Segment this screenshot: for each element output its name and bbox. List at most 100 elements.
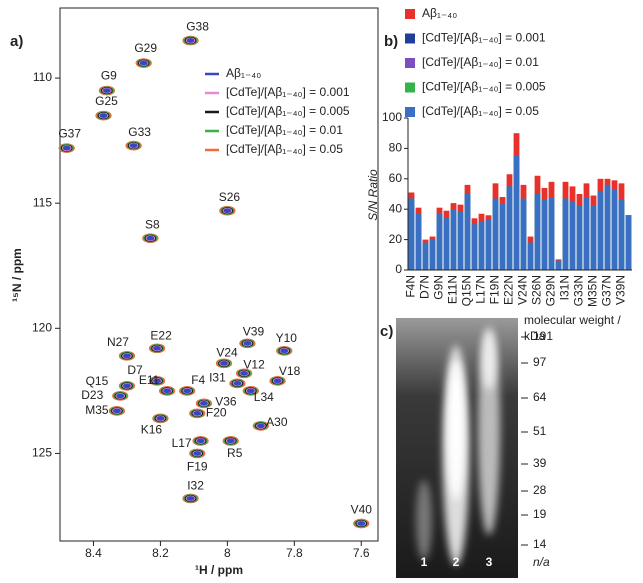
gel-smear [482,330,496,390]
peak-label: L34 [254,390,274,404]
panel-label: c) [380,323,393,340]
peak-contour [353,518,370,529]
x-tick-label: G33N [572,275,586,306]
legend-label: [CdTe]/[Aβ₁₋₄₀] = 0.001 [226,85,350,99]
legend-label: [CdTe]/[Aβ₁₋₄₀] = 0.05 [226,142,343,156]
legend-label: [CdTe]/[Aβ₁₋₄₀] = 0.01 [226,123,343,137]
gel-smear [416,480,432,560]
peak-contour [233,381,242,386]
bar [464,194,471,270]
bar [485,219,492,270]
peak-label: Y10 [276,331,298,345]
y-tick-label: 80 [389,141,403,155]
legend-label: [CdTe]/[Aβ₁₋₄₀] = 0.001 [422,31,546,45]
legend-swatch [405,107,415,117]
peak-contour [123,353,131,359]
peak-contour [220,360,228,366]
peak-contour [103,88,111,93]
y-tick-label: 110 [33,70,52,84]
x-tick-label: F19N [488,275,502,304]
peak-label: V39 [243,324,265,338]
bar [618,200,625,270]
x-tick-label: M35N [586,275,600,307]
peak-label: F19 [187,460,208,474]
peak-label: D7 [127,363,143,377]
peak-label: G33 [128,125,151,139]
x-tick-label: G29N [544,275,558,306]
peak-contour [196,438,205,444]
y-tick-label: 40 [389,201,403,215]
x-tick-label: Q15N [460,275,474,306]
y-tick-label: 100 [382,110,402,124]
mw-label: 39 [533,456,547,470]
peak-label: G29 [134,41,157,55]
y-tick-label: 60 [389,171,403,185]
peak-contour [156,416,165,421]
peak-label: Q15 [86,374,109,388]
bar [450,209,457,270]
peak-contour [223,208,232,214]
peak-contour [200,401,208,406]
x-tick-label: 8 [224,546,231,560]
gel-image [396,318,518,578]
y-axis-label: S/N Ratio [366,169,380,221]
peak-contour [276,345,293,356]
peak-contour [163,388,171,394]
bar [562,198,569,270]
peak-contour [148,375,166,386]
y-tick-label: 115 [33,195,52,209]
legend-label: [CdTe]/[Aβ₁₋₄₀] = 0.05 [422,104,539,118]
mw-label: 64 [533,390,547,404]
peak-contour [357,521,366,526]
x-axis-label: ¹H / ppm [195,563,243,577]
peak-contour [195,398,213,409]
peak-label: E22 [150,328,172,342]
bar [604,184,611,270]
peak-contour [98,85,116,96]
bar [583,197,590,270]
x-tick-label: V39N [614,275,628,305]
peak-contour [229,378,246,389]
bar [408,198,415,270]
peak-contour [129,143,138,148]
mw-label: 19 [533,507,547,521]
bar [555,260,562,270]
peak-contour [239,338,256,349]
peak-label: F20 [206,406,227,420]
bar [478,221,485,270]
peak-contour [118,350,136,361]
peak-label: G37 [58,126,81,140]
peak-contour [142,233,159,244]
peak-contour [215,358,233,369]
peak-contour [186,496,195,501]
x-tick-label: E22N [502,275,516,305]
mw-label: 28 [533,483,547,497]
peak-label: F4 [191,373,205,387]
peak-contour [269,375,286,386]
peak-contour [118,381,136,391]
peak-contour [146,235,155,241]
peak-label: G25 [95,94,118,108]
peak-contour [158,386,176,396]
peak-contour [219,205,236,216]
mw-label: 51 [533,424,547,438]
peak-label: N27 [107,335,129,349]
peak-label: K16 [141,423,163,437]
mw-label: 14 [533,537,547,551]
peak-label: V12 [243,358,265,372]
y-tick-label: 125 [32,446,52,460]
legend-swatch [405,33,415,44]
peak-contour [58,143,75,153]
peak-contour [62,145,71,151]
peak-label: V24 [216,346,238,360]
peak-contour [183,388,192,394]
bar [443,218,450,270]
bar [506,186,513,270]
peak-contour [113,408,121,414]
peak-contour [123,383,131,389]
x-tick-label: 8.2 [152,546,169,560]
bar [513,156,520,270]
peak-contour [139,60,148,66]
peak-contour [189,448,206,459]
peak-label: G38 [186,20,209,34]
